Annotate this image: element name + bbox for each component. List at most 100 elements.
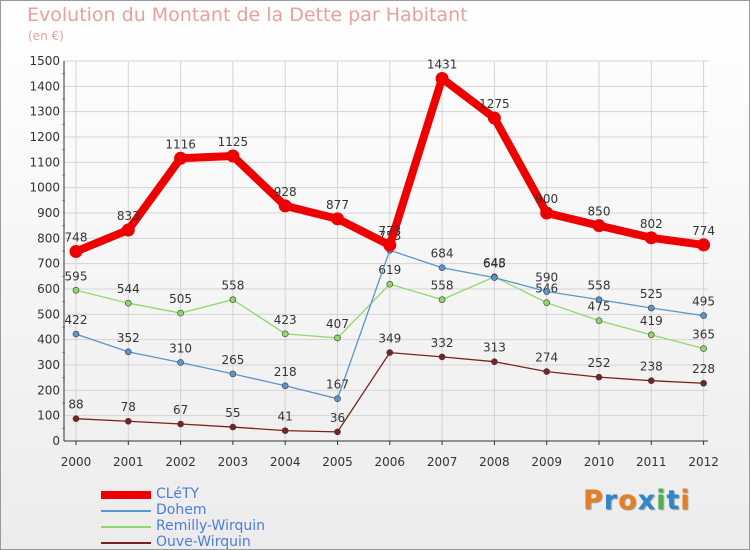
data-label: 773: [378, 224, 401, 238]
data-point: [540, 206, 554, 220]
data-point: [383, 238, 397, 252]
x-tick-label: 2000: [61, 455, 92, 469]
x-tick-label: 2008: [479, 455, 510, 469]
data-point: [226, 149, 240, 163]
x-tick-label: 2011: [636, 455, 667, 469]
data-point: [69, 245, 83, 259]
legend-swatch: [101, 526, 151, 528]
data-point: [697, 238, 711, 252]
data-label: 423: [274, 313, 297, 327]
y-tick-label: 600: [37, 282, 60, 296]
y-tick-label: 100: [37, 409, 60, 423]
data-point: [644, 231, 658, 245]
data-label: 1275: [479, 97, 510, 111]
data-point: [435, 71, 449, 85]
y-tick-label: 300: [37, 358, 60, 372]
data-label: 928: [274, 185, 297, 199]
data-point: [595, 373, 603, 381]
data-label: 313: [483, 341, 506, 355]
data-label: 645: [483, 257, 506, 271]
data-label: 877: [326, 198, 349, 212]
data-label: 558: [431, 279, 454, 293]
data-point: [334, 428, 341, 436]
x-tick-label: 2006: [375, 455, 406, 469]
data-point: [177, 359, 184, 366]
data-point: [125, 348, 132, 356]
data-point: [229, 296, 237, 303]
x-tick-label: 2007: [427, 455, 458, 469]
data-point: [72, 286, 80, 294]
data-point: [543, 299, 551, 306]
data-label: 684: [431, 247, 454, 261]
data-label: 505: [169, 292, 192, 306]
data-point: [281, 382, 289, 390]
data-point: [281, 330, 289, 338]
data-label: 167: [326, 378, 349, 392]
data-label: 252: [588, 356, 611, 370]
data-label: 1116: [165, 137, 196, 151]
data-label: 619: [378, 263, 401, 277]
legend-label: CLéTY: [156, 486, 200, 502]
data-label: 265: [221, 353, 244, 367]
legend-swatch: [101, 542, 151, 544]
data-label: 41: [278, 410, 293, 424]
data-label: 310: [169, 341, 192, 355]
data-label: 36: [330, 411, 345, 425]
data-label: 774: [692, 224, 715, 238]
data-label: 228: [692, 362, 715, 376]
y-tick-label: 700: [37, 257, 60, 271]
data-label: 349: [378, 332, 401, 346]
y-tick-label: 1300: [29, 105, 60, 119]
data-label: 352: [117, 331, 140, 345]
data-label: 748: [65, 231, 88, 245]
data-label: 900: [535, 192, 558, 206]
data-label: 495: [692, 295, 715, 309]
data-label: 67: [173, 403, 188, 417]
data-label: 88: [68, 398, 83, 412]
legend-label: Dohem: [156, 502, 207, 518]
chart-title: Evolution du Montant de la Dette par Hab…: [27, 4, 468, 26]
data-point: [647, 377, 655, 385]
data-point: [229, 370, 237, 378]
data-point: [121, 223, 135, 237]
data-point: [177, 420, 184, 428]
data-point: [438, 264, 446, 272]
y-tick-label: 1400: [29, 79, 60, 93]
data-point: [334, 395, 341, 402]
data-point: [331, 212, 344, 226]
data-label: 475: [588, 300, 611, 314]
data-point: [72, 330, 80, 338]
x-tick-label: 2010: [584, 455, 615, 469]
data-label: 238: [640, 360, 663, 374]
data-label: 544: [117, 282, 140, 296]
data-label: 558: [588, 279, 611, 293]
data-point: [386, 349, 394, 356]
data-point: [592, 219, 606, 233]
y-tick-label: 1200: [29, 130, 60, 144]
x-tick-label: 2001: [113, 455, 144, 469]
data-point: [595, 296, 603, 303]
data-point: [174, 151, 188, 165]
data-label: 590: [535, 271, 558, 285]
data-point: [281, 427, 289, 434]
data-label: 525: [640, 287, 663, 301]
data-point: [647, 331, 655, 339]
data-label: 274: [535, 351, 558, 365]
y-tick-label: 500: [37, 307, 60, 321]
data-point: [700, 379, 707, 387]
data-point: [386, 280, 394, 288]
data-point: [125, 417, 132, 425]
data-label: 833: [117, 209, 140, 223]
data-label: 419: [640, 314, 663, 328]
data-point: [491, 358, 498, 366]
data-point: [125, 299, 132, 307]
data-label: 55: [225, 406, 240, 420]
x-tick-label: 2002: [165, 455, 196, 469]
data-label: 802: [640, 217, 663, 231]
y-tick-label: 800: [37, 231, 60, 245]
data-label: 1431: [427, 57, 458, 71]
data-point: [595, 317, 603, 324]
x-tick-label: 2005: [322, 455, 353, 469]
